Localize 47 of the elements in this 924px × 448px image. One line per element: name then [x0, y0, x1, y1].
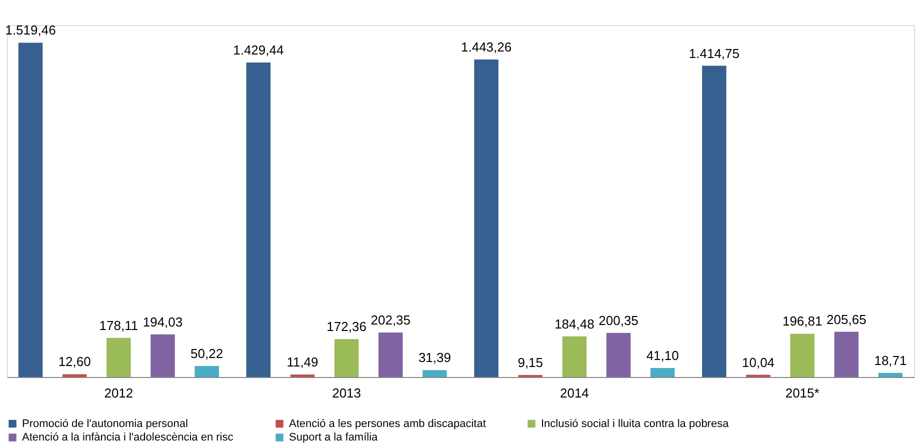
legend-label: Suport a la família — [289, 432, 379, 444]
bar — [106, 338, 131, 377]
bar — [878, 372, 903, 377]
bar — [422, 370, 447, 377]
bar — [606, 332, 631, 377]
data-label: 202,35 — [370, 312, 411, 328]
data-label: 184,48 — [554, 316, 594, 332]
x-tick-label: 2013 — [332, 386, 362, 400]
bar — [702, 66, 726, 377]
legend-label: Atenció a la infància i l'adolescència en risc — [22, 432, 234, 444]
bar — [62, 374, 87, 377]
bar — [650, 368, 675, 377]
data-label: 200,35 — [598, 312, 638, 328]
x-tick-label: 2014 — [560, 386, 589, 400]
bar — [150, 334, 175, 377]
bar — [378, 332, 403, 377]
bar — [334, 339, 359, 377]
data-label: 11,49 — [286, 354, 318, 370]
data-label: 50,22 — [190, 346, 224, 361]
bar — [790, 334, 814, 377]
data-label: 31,39 — [418, 350, 451, 366]
data-label: 1.443,26 — [460, 39, 512, 54]
data-label: 41,10 — [646, 348, 679, 363]
bar — [290, 374, 315, 377]
bar — [834, 332, 859, 377]
data-label: 18,71 — [874, 352, 907, 368]
legend-label: Promoció de l'autonomia personal — [22, 418, 188, 430]
legend-label: Inclusió social i lluita contra la pobresa — [541, 418, 730, 430]
legend-label: Atenció a les persones amb discapacitat — [289, 418, 486, 430]
bar — [18, 42, 43, 377]
bar — [474, 59, 498, 377]
bar — [194, 366, 219, 377]
data-label: 1.414,75 — [688, 46, 740, 61]
data-label: 205,65 — [826, 312, 866, 327]
data-label: 10,04 — [742, 354, 775, 370]
x-tick-label: 2015* — [785, 386, 820, 400]
data-label: 194,03 — [142, 314, 183, 330]
data-label: 1.519,46 — [5, 22, 56, 38]
x-tick-label: 2012 — [104, 386, 134, 400]
data-label: 1.429,44 — [233, 42, 284, 58]
bar — [246, 62, 271, 377]
data-label: 178,11 — [99, 318, 138, 333]
data-label: 9,15 — [518, 354, 544, 370]
bar — [562, 336, 587, 377]
data-label: 12,60 — [58, 354, 91, 370]
data-label: 196,81 — [782, 314, 822, 329]
data-label: 172,36 — [326, 319, 366, 334]
